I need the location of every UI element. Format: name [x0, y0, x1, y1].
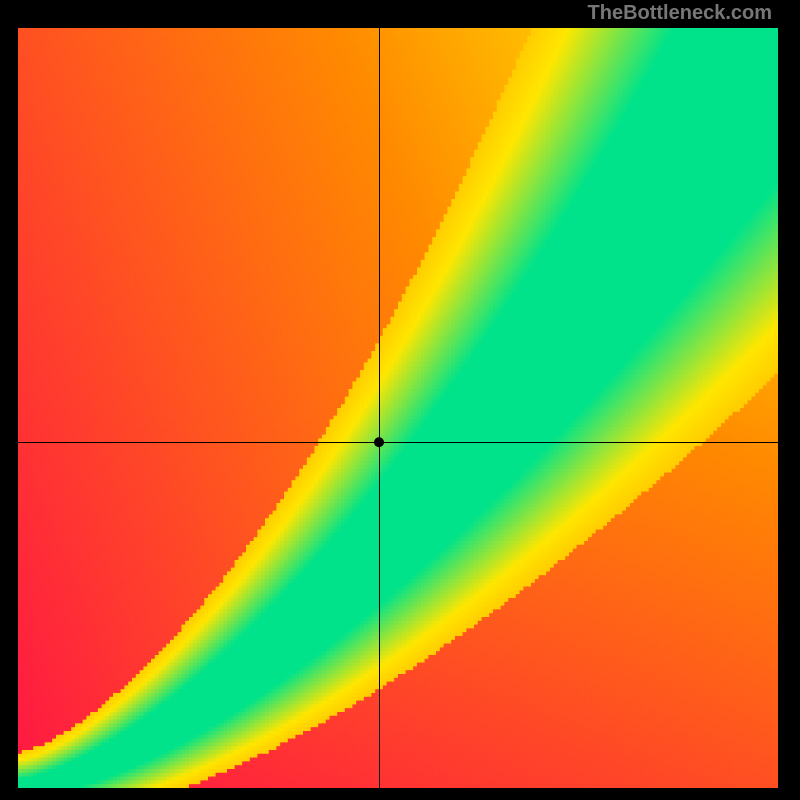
chart-container: TheBottleneck.com: [0, 0, 800, 800]
watermark-text: TheBottleneck.com: [588, 2, 772, 25]
plot-area: [18, 28, 778, 788]
heatmap-canvas: [18, 28, 778, 788]
